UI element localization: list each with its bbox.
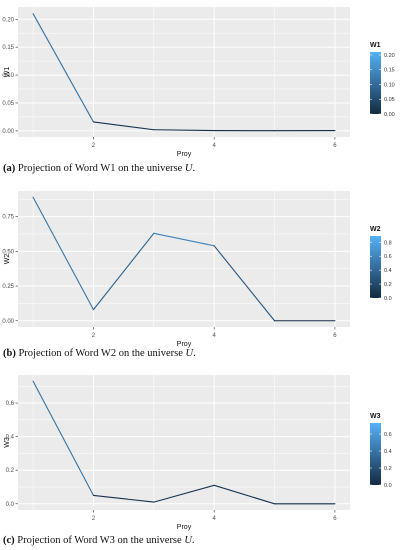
legend-tick-label: 0.00 bbox=[384, 112, 395, 118]
plot-panel bbox=[18, 191, 350, 327]
chart-w3: 2 4 6 0.0 0.2 0.4 0.6 Proy W3 W3 0.0 0.2 0.4 0.6 bbox=[4, 375, 392, 531]
x-tick-label: 4 bbox=[213, 143, 217, 149]
caption-text: Projection of Word W3 on the universe bbox=[17, 535, 185, 546]
y-axis-title: W1 bbox=[4, 67, 11, 78]
legend-tick-label: 0.8 bbox=[384, 240, 392, 246]
caption-var: U bbox=[184, 535, 192, 546]
series-line-segment bbox=[92, 232, 155, 311]
legend-colorbar bbox=[370, 52, 381, 114]
y-tick-label: 0.15 bbox=[2, 45, 14, 51]
y-tick-label: 0.05 bbox=[2, 101, 14, 107]
series-line-segment bbox=[92, 121, 155, 131]
series-line-segment bbox=[153, 129, 215, 132]
x-tick-label: 6 bbox=[333, 333, 337, 339]
legend-tick-label: 0.2 bbox=[384, 466, 392, 472]
caption-end: . bbox=[192, 163, 196, 174]
legend-tick-label: 0.6 bbox=[384, 254, 392, 260]
y-tick-label: 0.25 bbox=[2, 284, 14, 290]
series-line-segment bbox=[213, 245, 276, 322]
legend-title: W2 bbox=[370, 226, 381, 233]
legend-tick-label: 0.6 bbox=[384, 432, 392, 438]
x-tick-label: 6 bbox=[333, 516, 337, 522]
caption-label: (b) bbox=[3, 348, 16, 359]
y-tick-label: 0.00 bbox=[2, 319, 14, 325]
series-line-segment bbox=[153, 484, 215, 503]
legend-tick-label: 0.20 bbox=[384, 53, 395, 59]
caption-b: (b) Projection of Word W2 on the univers… bbox=[3, 348, 196, 359]
caption-text: Projection of Word W1 on the universe bbox=[17, 163, 185, 174]
x-tick-label: 2 bbox=[92, 516, 96, 522]
series-line-segment bbox=[213, 484, 276, 505]
plot-panel bbox=[18, 375, 350, 510]
x-axis-title: Proy bbox=[177, 341, 192, 348]
caption-text: Projection of Word W2 on the universe bbox=[18, 348, 186, 359]
y-tick-label: 0.4 bbox=[6, 435, 15, 441]
legend-title: W3 bbox=[370, 413, 381, 420]
caption-end: . bbox=[191, 535, 195, 546]
y-tick-label: 0.75 bbox=[2, 215, 14, 221]
series-line-segment bbox=[32, 380, 95, 496]
y-tick-label: 0.0 bbox=[6, 502, 15, 508]
y-tick-label: 0.2 bbox=[6, 468, 15, 474]
legend-tick-label: 0.0 bbox=[384, 483, 392, 489]
legend-tick-label: 0.05 bbox=[384, 97, 395, 103]
legend-tick-label: 0.0 bbox=[384, 296, 392, 302]
y-tick-label: 0.10 bbox=[2, 73, 14, 79]
y-tick-label: 0.50 bbox=[2, 249, 14, 255]
y-axis-title: W3 bbox=[4, 437, 11, 448]
chart-w2: 2 4 6 0.00 0.25 0.50 0.75 Proy W2 W2 0.0 0.2 0.4 0.6 0… bbox=[2, 191, 392, 348]
legend-tick-label: 0.4 bbox=[384, 268, 392, 274]
y-tick-label: 0.6 bbox=[6, 401, 15, 407]
legend-tick-label: 0.4 bbox=[384, 449, 392, 455]
chart-w1: 2 4 6 0.00 0.05 0.10 0.15 0.20 Proy W1 W1 0.00 0.05 0… bbox=[2, 7, 395, 158]
caption-end: . bbox=[193, 348, 196, 359]
plot-panel bbox=[18, 7, 350, 137]
series-line-segment bbox=[153, 232, 215, 247]
caption-c: (c) Projection of Word W3 on the univers… bbox=[3, 535, 195, 546]
x-tick-label: 2 bbox=[92, 143, 96, 149]
x-axis-title: Proy bbox=[177, 524, 192, 531]
x-tick-label: 6 bbox=[333, 143, 337, 149]
x-axis-title: Proy bbox=[177, 151, 192, 158]
legend-colorbar bbox=[370, 423, 381, 485]
caption-var: U bbox=[184, 163, 193, 174]
caption-label: (c) bbox=[3, 535, 15, 546]
legend-tick-label: 0.2 bbox=[384, 282, 392, 288]
legend-title: W1 bbox=[370, 42, 381, 49]
caption-a: (a) Projection of Word W1 on the univers… bbox=[3, 163, 195, 174]
legend-tick-label: 0.15 bbox=[384, 68, 395, 74]
y-tick-label: 0.20 bbox=[2, 17, 14, 23]
series-line-segment bbox=[32, 196, 95, 311]
legend-tick-label: 0.10 bbox=[384, 82, 395, 88]
x-tick-label: 2 bbox=[92, 333, 96, 339]
legend-colorbar bbox=[370, 236, 381, 298]
y-tick-label: 0.00 bbox=[2, 129, 14, 135]
series-line-segment bbox=[92, 494, 155, 503]
caption-var: U bbox=[185, 348, 194, 359]
series-line-segment bbox=[32, 13, 95, 123]
x-tick-label: 4 bbox=[213, 516, 217, 522]
caption-label: (a) bbox=[3, 163, 16, 174]
y-axis-title: W2 bbox=[4, 254, 11, 265]
x-tick-label: 4 bbox=[213, 333, 217, 339]
